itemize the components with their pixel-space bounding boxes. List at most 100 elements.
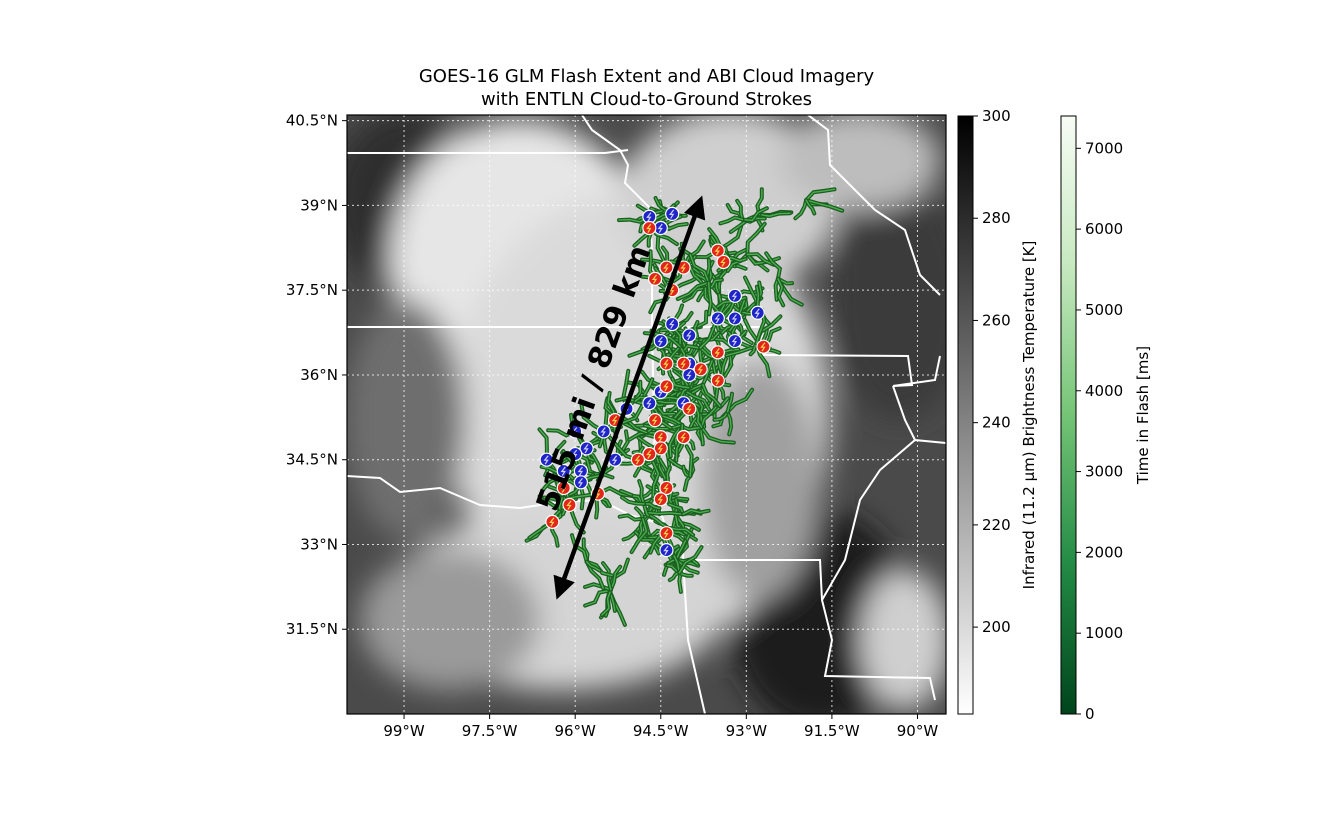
time-colorbar-tick-label-2: 5000 (1085, 301, 1123, 319)
lat-tick-label-1: 39°N (300, 196, 338, 214)
positive-stroke-8 (710, 345, 725, 360)
positive-stroke-28 (659, 526, 674, 541)
flash-extent-highlight (700, 426, 735, 444)
lightning-bolt-icon (714, 347, 720, 358)
brightness-colorbar-tick-label-1: 280 (982, 209, 1011, 227)
time-colorbar-tick-label-7: 0 (1085, 705, 1095, 723)
brightness-colorbar: 300 280 260 240 220 200 Infrared (11.2 µm) Br… (957, 107, 1038, 715)
lon-tick-label-3: 94.5°W (633, 722, 689, 740)
positive-stroke-0 (642, 220, 657, 236)
positive-stroke-3 (659, 260, 674, 275)
positive-stroke-16 (647, 413, 663, 428)
map-title-line-1: GOES-16 GLM Flash Extent and ABI Cloud I… (418, 66, 875, 87)
lightning-bolt-icon (714, 376, 720, 386)
lightning-bolt-icon (731, 336, 738, 346)
distance-arrow-line (553, 195, 706, 600)
time-colorbar-tick-label-0: 7000 (1085, 139, 1123, 157)
latitude-ticks: 40.5°N 39°N 37.5°N 36°N 34.5°N 33°N 31.5°N (286, 112, 347, 638)
flash-extent-highlight (765, 252, 781, 280)
lightning-bolt-icon (543, 455, 549, 465)
lightning-bolt-icon (731, 291, 738, 301)
time-colorbar-label: Time in Flash [ms] (1134, 346, 1152, 485)
negative-stroke-7 (665, 316, 680, 332)
negative-stroke-5 (727, 311, 743, 326)
negative-stroke-14 (642, 396, 657, 411)
lon-tick-label-2: 96°W (554, 722, 596, 740)
lon-tick-label-6: 90°W (897, 722, 939, 740)
flash-extent-highlight (708, 281, 712, 315)
lat-tick-label-6: 31.5°N (286, 620, 338, 638)
lon-tick-label-1: 97.5°W (462, 722, 518, 740)
lon-tick-label-4: 93°W (726, 722, 768, 740)
brightness-colorbar-tick-label-4: 220 (982, 516, 1011, 534)
negative-stroke-26 (659, 543, 674, 558)
lightning-bolt-icon (720, 257, 726, 267)
negative-stroke-1 (665, 206, 680, 221)
time-colorbar: 7000 6000 5000 4000 3000 2000 1000 0 Time in Fl… (1060, 115, 1152, 723)
flash-extent-highlight (746, 223, 766, 256)
flash-extent-highlight (794, 199, 807, 219)
flash-extent-highlight (749, 342, 758, 355)
flash-extent-highlight (713, 411, 729, 421)
flash-extent-highlight (758, 212, 791, 217)
lat-tick-label-2: 37.5°N (286, 281, 338, 299)
flash-extent-highlight (805, 188, 836, 201)
brightness-colorbar-bar (957, 115, 974, 715)
positive-stroke-2 (716, 254, 731, 270)
brightness-colorbar-tick-label-2: 260 (982, 311, 1011, 329)
longitude-ticks: 99°W 97.5°W 96°W 94.5°W 93°W 91.5°W 90°W (383, 714, 938, 740)
lat-tick-label-5: 33°N (300, 535, 338, 553)
flash-extent-highlight (726, 411, 732, 435)
lon-tick-label-0: 99°W (383, 722, 425, 740)
lightning-bolt-icon (731, 314, 738, 324)
negative-stroke-6 (750, 305, 765, 320)
positive-stroke-9 (659, 356, 674, 371)
time-colorbar-tick-label-6: 1000 (1085, 624, 1123, 642)
lat-tick-label-4: 34.5°N (286, 451, 338, 469)
lat-tick-label-0: 40.5°N (286, 112, 338, 130)
negative-stroke-4 (710, 311, 725, 326)
flash-extent-highlight (774, 278, 779, 301)
flash-extent-highlight (726, 389, 753, 413)
lightning-bolt-icon (714, 314, 720, 324)
positive-stroke-14 (682, 401, 697, 416)
negative-stroke-8 (682, 328, 697, 343)
positive-stroke-10 (676, 356, 691, 371)
negative-stroke-9 (727, 333, 743, 349)
flash-extent-highlight (727, 256, 747, 262)
brightness-colorbar-label: Infrared (11.2 µm) Brightness Temperatur… (1020, 241, 1038, 590)
time-colorbar-tick-label-4: 3000 (1085, 463, 1123, 481)
flash-extent-highlight (719, 216, 744, 225)
map-title-line-2: with ENTLN Cloud-to-Ground Strokes (480, 89, 813, 110)
lon-tick-label-5: 91.5°W (804, 722, 860, 740)
lat-tick-label-3: 36°N (300, 366, 338, 384)
positive-stroke-13 (659, 379, 674, 394)
time-colorbar-tick-label-3: 4000 (1085, 382, 1123, 400)
positive-stroke-21 (630, 452, 646, 467)
lightning-bolt-icon (754, 308, 760, 318)
brightness-colorbar-tick-label-5: 200 (982, 618, 1011, 636)
flash-extent-highlight (746, 253, 775, 266)
flash-extent-highlight (777, 278, 784, 306)
lightning-bolt-icon (760, 342, 766, 352)
flash-extent-highlight (726, 393, 733, 413)
time-colorbar-bar (1060, 115, 1077, 715)
positive-stroke-26 (653, 492, 668, 507)
time-colorbar-ticks: 7000 6000 5000 4000 3000 2000 1000 0 (1076, 139, 1123, 723)
positive-stroke-18 (676, 430, 691, 445)
flash-extent-highlight (756, 188, 763, 216)
map-frame (346, 114, 947, 715)
flash-extent-highlight (736, 200, 744, 221)
brightness-colorbar-tick-label-0: 300 (982, 107, 1011, 125)
lightning-bolt-icon (549, 517, 555, 527)
positive-stroke-12 (710, 373, 725, 388)
brightness-colorbar-tick-label-3: 240 (982, 414, 1011, 432)
positive-stroke-27 (545, 514, 560, 529)
positive-stroke-7 (756, 339, 771, 354)
flash-extent-highlight (699, 397, 729, 416)
lightning-bolt-icon (714, 246, 720, 256)
time-colorbar-tick-label-5: 2000 (1085, 543, 1123, 561)
time-colorbar-tick-label-1: 6000 (1085, 220, 1123, 238)
